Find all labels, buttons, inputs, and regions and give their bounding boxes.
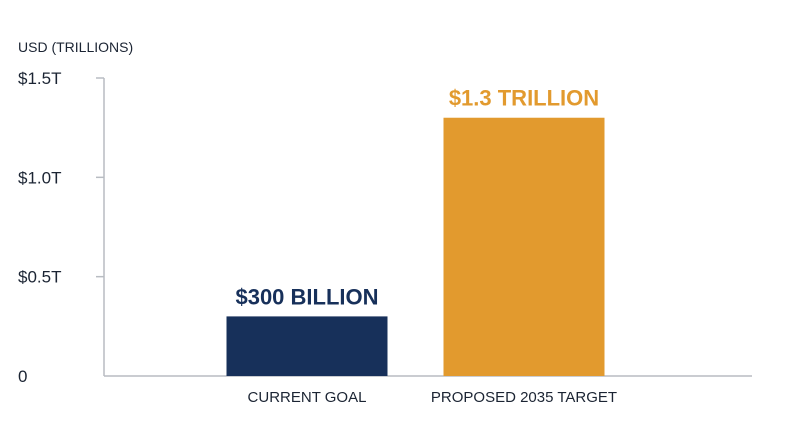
bars: [226, 117, 605, 376]
category-label: PROPOSED 2035 TARGET: [431, 389, 617, 406]
bar: [226, 316, 388, 376]
bar-value-label: $300 BILLION: [235, 284, 378, 309]
y-axis-unit-label: USD (TRILLIONS): [18, 39, 133, 55]
bar-labels: $300 BILLION CURRENT GOAL $1.3 TRILLION PRO…: [235, 86, 617, 406]
y-tick-label: $1.5T: [18, 69, 61, 88]
y-axis-ticks: 0 $0.5T $1.0T $1.5T: [18, 69, 104, 386]
y-tick-label: 0: [18, 367, 27, 386]
category-label: CURRENT GOAL: [248, 389, 367, 406]
y-tick-label: $1.0T: [18, 168, 61, 187]
bar: [443, 117, 605, 376]
bar-value-label: $1.3 TRILLION: [449, 86, 599, 111]
y-tick-label: $0.5T: [18, 268, 61, 287]
